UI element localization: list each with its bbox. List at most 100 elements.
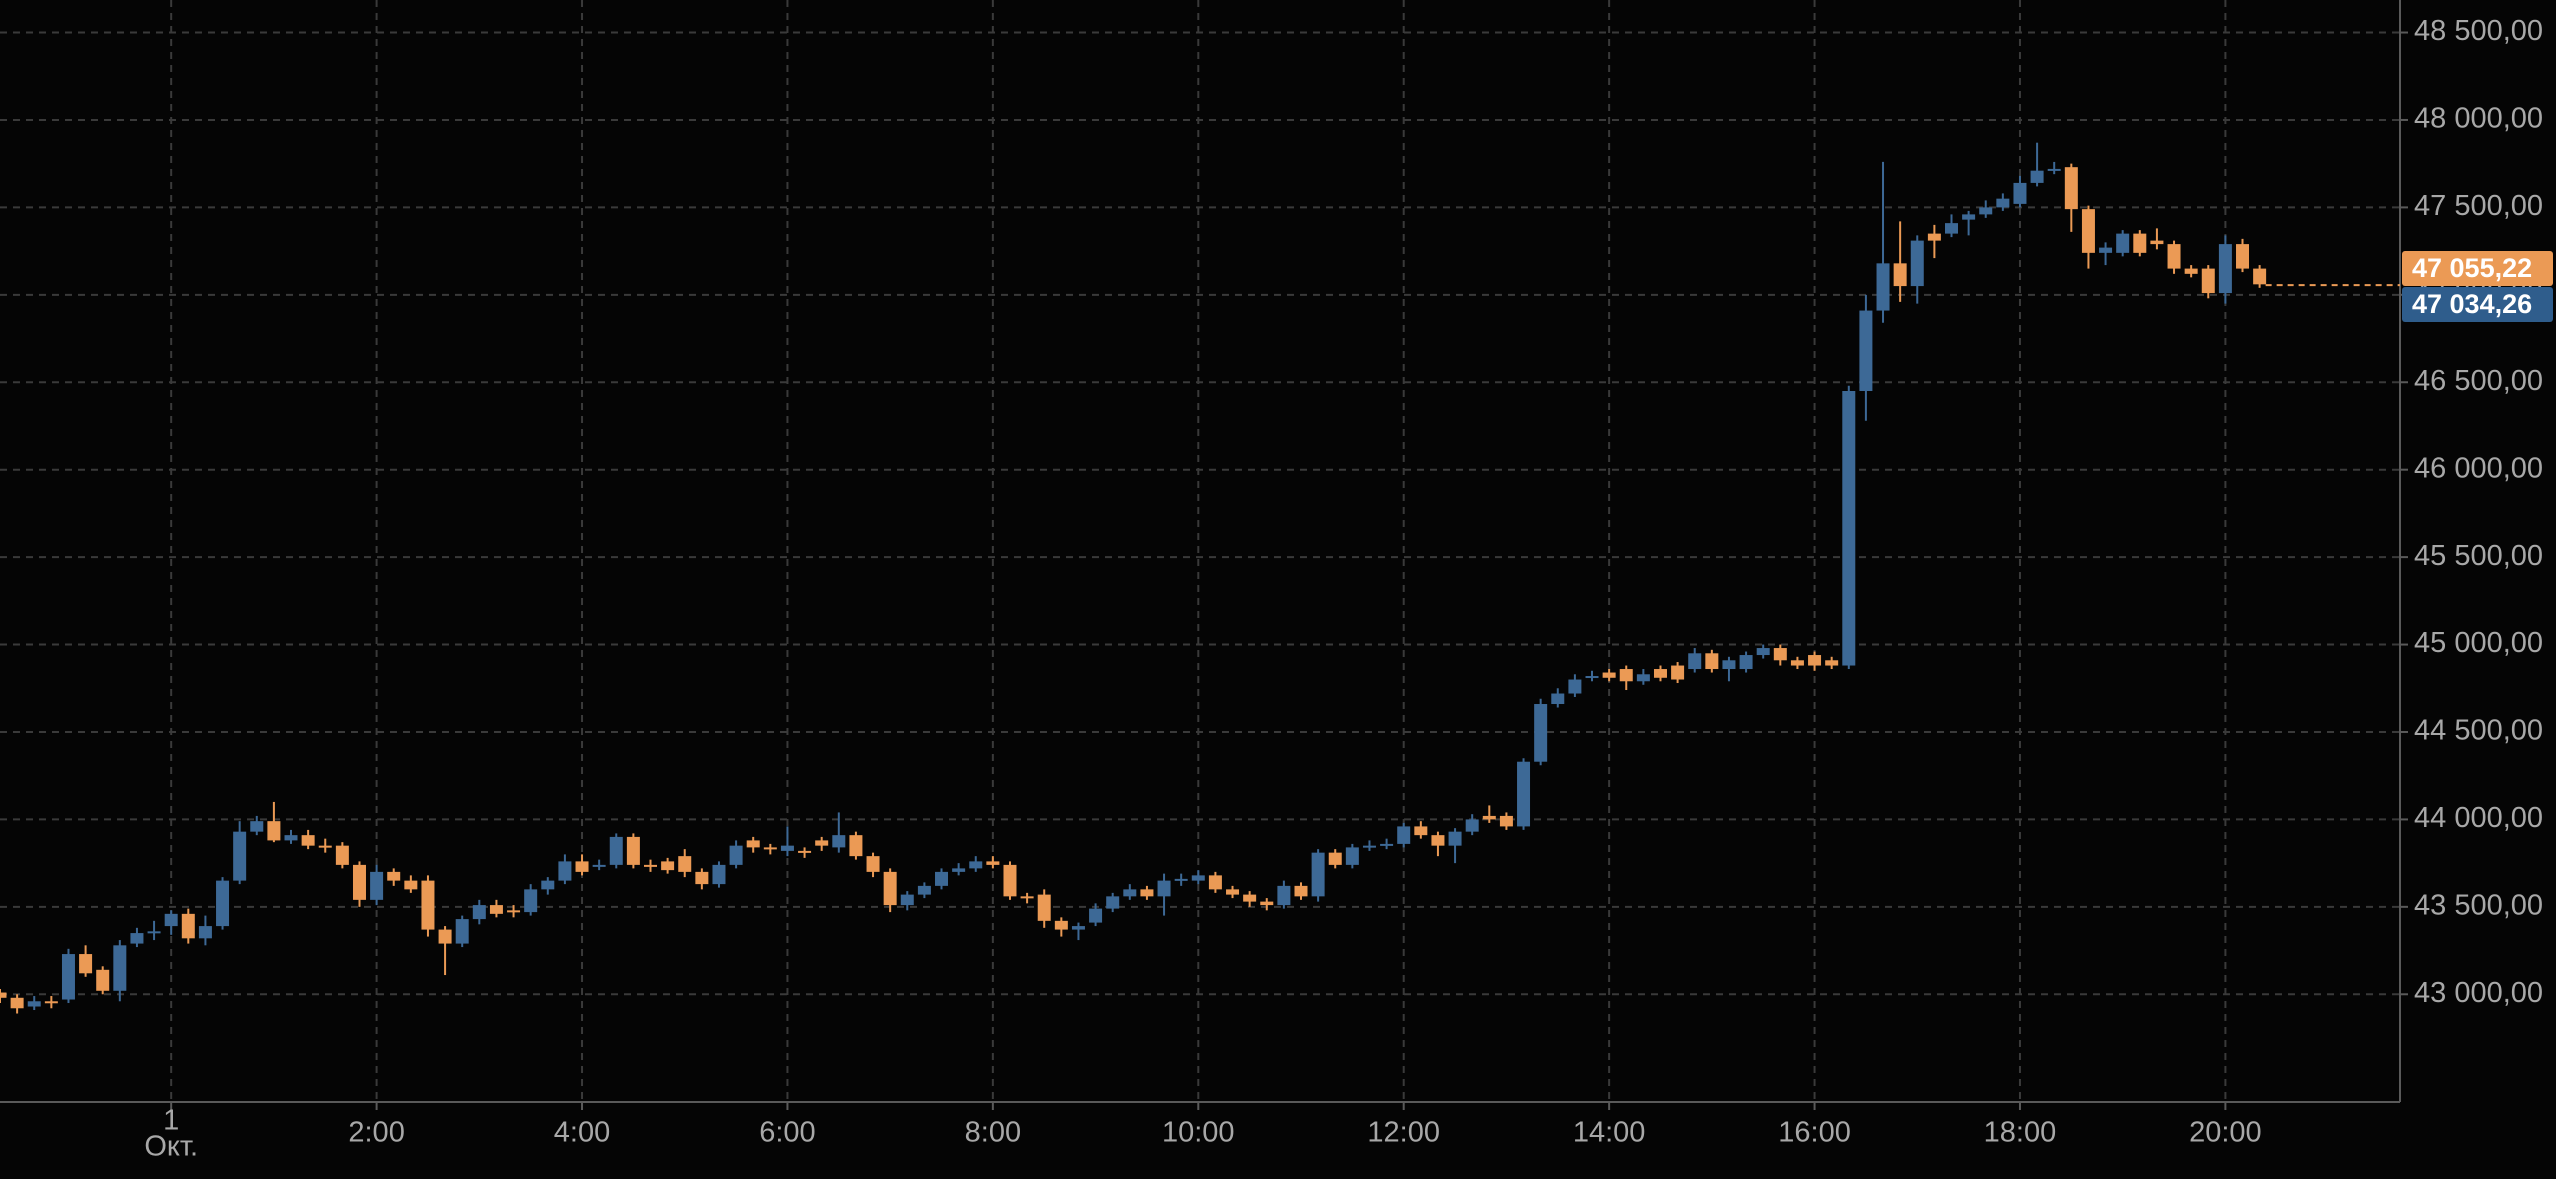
candle-body	[558, 861, 572, 881]
candle-body	[661, 861, 675, 871]
candle-body	[1979, 207, 1993, 215]
candle-body	[507, 910, 521, 913]
y-tick-label: 47 500,00	[2414, 190, 2543, 222]
candle-body	[1362, 845, 1376, 848]
candle-body	[2013, 182, 2027, 204]
y-tick-label: 46 500,00	[2414, 365, 2543, 397]
candle-body	[1380, 843, 1394, 846]
candle-body	[1277, 885, 1291, 906]
candle-body	[524, 889, 538, 913]
candle-body	[1243, 894, 1257, 902]
candle-body	[472, 905, 486, 920]
candle-body	[1414, 826, 1428, 836]
candle-body	[643, 864, 657, 867]
candle-body	[712, 864, 726, 885]
candle-body	[1944, 223, 1958, 234]
candle-body	[1328, 852, 1342, 865]
candle-body	[233, 831, 247, 881]
candle-body	[1551, 693, 1565, 705]
candle-body	[1140, 889, 1154, 897]
candle-body	[935, 871, 949, 886]
candle-body	[1208, 875, 1222, 890]
candle-body	[181, 913, 195, 939]
candle-body	[1619, 669, 1633, 682]
candle-body	[2184, 268, 2198, 274]
candle-body	[1397, 826, 1411, 844]
candle-body	[626, 836, 640, 865]
candle-body	[900, 894, 914, 906]
candle-body	[216, 880, 230, 927]
candle-body	[1773, 648, 1787, 661]
x-tick-label: 1	[163, 1105, 179, 1137]
candle-body	[678, 856, 692, 872]
candle-body	[79, 954, 93, 974]
candle-body	[2133, 233, 2147, 253]
candle-body	[1962, 214, 1976, 220]
candle-body	[1071, 926, 1085, 930]
price-label: 47 034,26	[2412, 289, 2532, 319]
candle-body	[284, 835, 298, 841]
candle-body	[301, 835, 315, 846]
candle-body	[2218, 244, 2232, 294]
candle-body	[575, 861, 589, 872]
candle-body	[1174, 878, 1188, 881]
candle-body	[798, 850, 812, 853]
candle-body	[729, 845, 743, 865]
y-tick-label: 45 000,00	[2414, 627, 2543, 659]
price-label-box	[2402, 250, 2553, 286]
y-tick-label: 46 000,00	[2414, 452, 2543, 484]
candle-body	[1003, 864, 1017, 897]
candle-body	[44, 1001, 58, 1004]
candle-body	[1808, 655, 1822, 666]
x-tick-label: 20:00	[2189, 1117, 2262, 1149]
candle-body	[387, 871, 401, 881]
candle-body	[489, 905, 503, 914]
x-tick-label: 16:00	[1778, 1117, 1851, 1149]
candle-body	[1568, 679, 1582, 694]
y-tick-label: 43 000,00	[2414, 977, 2543, 1009]
candle-body	[1345, 847, 1359, 865]
candle-body	[2236, 244, 2250, 269]
candle-body	[352, 864, 366, 900]
x-tick-label: 8:00	[965, 1117, 1021, 1149]
candle-body	[1448, 831, 1462, 846]
candle-body	[763, 847, 777, 850]
candle-body	[952, 868, 966, 872]
y-tick-label: 44 000,00	[2414, 802, 2543, 834]
x-tick-label: 18:00	[1984, 1117, 2057, 1149]
candle-body	[96, 969, 110, 991]
candle-body	[2099, 247, 2113, 253]
candle-body	[335, 845, 349, 865]
y-tick-label: 43 500,00	[2414, 890, 2543, 922]
candle-body	[986, 861, 1000, 865]
candle-body	[147, 931, 161, 934]
candle-body	[1106, 896, 1120, 909]
candle-body	[1602, 672, 1616, 678]
candle-body	[1499, 815, 1513, 827]
candle-body	[849, 835, 863, 857]
x-tick-label: 10:00	[1162, 1117, 1235, 1149]
candle-body	[1842, 390, 1856, 666]
candle-body	[455, 919, 469, 944]
x-tick-label: 12:00	[1367, 1117, 1440, 1149]
y-tick-label: 44 500,00	[2414, 715, 2543, 747]
candle-body	[1671, 665, 1685, 680]
candle-body	[10, 997, 24, 1009]
candle-body	[1020, 896, 1034, 899]
candle-body	[1294, 885, 1308, 897]
candle-body	[2150, 240, 2164, 245]
candle-body	[780, 845, 794, 851]
candle-body	[592, 864, 606, 867]
candle-body	[2201, 268, 2215, 294]
candle-body	[1859, 310, 1873, 391]
candle-body	[1927, 233, 1941, 241]
x-tick-label: 2:00	[348, 1117, 404, 1149]
candle-body	[1893, 263, 1907, 287]
candle-body	[1482, 815, 1496, 820]
candle-body	[404, 880, 418, 890]
candle-body	[2064, 167, 2078, 210]
candle-body	[866, 856, 880, 872]
candle-body	[438, 929, 452, 944]
candle-body	[1996, 198, 2010, 208]
candle-body	[2253, 268, 2267, 285]
